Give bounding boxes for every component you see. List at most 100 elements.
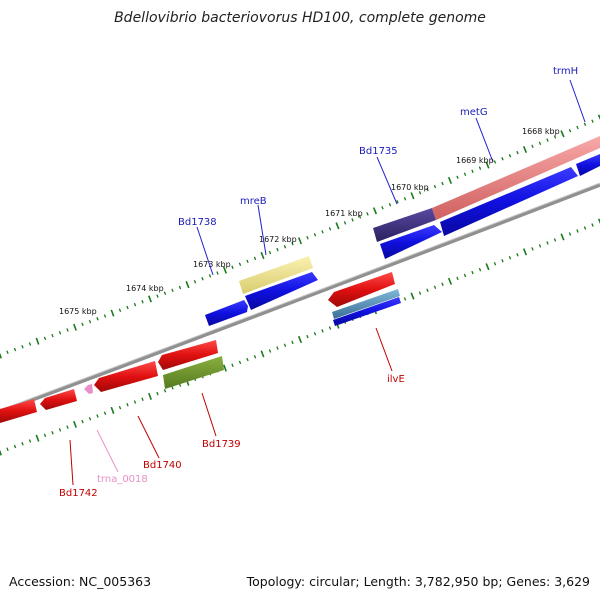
- gene-feature-trna[interactable]: [84, 384, 93, 394]
- gene-feature-blue-5[interactable]: [333, 297, 401, 326]
- gene-label-mreb[interactable]: mreB: [240, 196, 267, 207]
- major-tick: [110, 406, 115, 414]
- major-tick: [560, 233, 565, 241]
- minor-tick: [501, 258, 504, 263]
- major-tick: [35, 434, 40, 442]
- major-tick: [110, 309, 115, 317]
- major-tick: [35, 337, 40, 345]
- minor-tick: [88, 319, 92, 324]
- minor-tick: [231, 265, 234, 269]
- minor-tick: [508, 153, 512, 158]
- minor-tick: [306, 236, 309, 240]
- major-tick: [597, 114, 600, 120]
- major-tick: [560, 130, 565, 138]
- minor-tick: [381, 206, 384, 210]
- minor-tick: [396, 200, 399, 204]
- minor-tick: [268, 349, 272, 353]
- minor-tick: [193, 279, 197, 284]
- map-title: Bdellovibrio bacteriovorus HD100, comple…: [114, 10, 486, 26]
- gene-feature-blue-metg[interactable]: [440, 167, 578, 236]
- gene-feature-red-ilve[interactable]: [328, 272, 395, 307]
- gene-labels: trmH metG Bd1735 mreB Bd1738 ilvE Bd1739…: [59, 66, 578, 499]
- major-tick: [73, 323, 77, 331]
- minor-tick: [238, 360, 242, 365]
- minor-tick: [546, 138, 549, 142]
- minor-tick: [283, 343, 287, 347]
- minor-tick: [433, 184, 437, 189]
- gene-label-bd1740[interactable]: Bd1740: [143, 460, 182, 471]
- gene-feature-bd1735[interactable]: [373, 208, 436, 242]
- minor-tick: [6, 447, 9, 452]
- gene-label-bd1735[interactable]: Bd1735: [359, 146, 398, 157]
- minor-tick: [516, 253, 519, 257]
- major-tick: [410, 292, 415, 300]
- minor-tick: [358, 215, 362, 219]
- kbp-label: 1668 kbp: [522, 127, 560, 136]
- minor-tick: [276, 346, 279, 350]
- gene-feature-blue-2[interactable]: [245, 272, 318, 310]
- gene-feature-mreb[interactable]: [239, 256, 313, 294]
- minor-tick: [343, 221, 347, 225]
- minor-tick: [141, 300, 144, 304]
- minor-tick: [576, 125, 579, 130]
- minor-tick: [21, 441, 24, 446]
- gene-label-metg[interactable]: metG: [460, 107, 488, 118]
- major-tick: [372, 207, 378, 215]
- minor-tick: [103, 314, 107, 318]
- gene-feature-blue-1[interactable]: [205, 300, 248, 326]
- gene-label-trmh[interactable]: trmH: [553, 66, 578, 77]
- gene-feature-salmon[interactable]: [432, 136, 600, 220]
- gene-label-bd1742[interactable]: Bd1742: [59, 488, 98, 499]
- minor-tick: [178, 285, 182, 290]
- genome-summary-text: Topology: circular; Length: 3,782,950 bp…: [246, 574, 590, 589]
- minor-tick: [471, 270, 474, 275]
- minor-tick: [51, 430, 54, 435]
- major-tick: [185, 281, 190, 289]
- minor-tick: [456, 175, 459, 180]
- minor-tick: [553, 238, 557, 242]
- gene-feature-blue-4[interactable]: [576, 154, 600, 176]
- minor-tick: [118, 308, 122, 313]
- major-tick: [148, 295, 152, 303]
- minor-tick: [441, 181, 444, 186]
- minor-tick: [171, 288, 174, 293]
- gene-feature-red-edge[interactable]: [0, 399, 37, 423]
- minor-tick: [531, 247, 534, 251]
- minor-tick: [283, 244, 287, 249]
- gene-feature-red-1[interactable]: [158, 340, 218, 370]
- minor-tick: [456, 276, 459, 281]
- major-tick: [522, 248, 528, 256]
- gene-feature-bd1742[interactable]: [40, 389, 77, 410]
- inner-tick-ring: [0, 218, 600, 456]
- gene-label-ilve[interactable]: ilvE: [387, 374, 405, 385]
- minor-tick: [291, 340, 294, 345]
- minor-tick: [126, 403, 129, 407]
- minor-tick: [141, 397, 144, 401]
- gene-label-bd1738[interactable]: Bd1738: [178, 217, 217, 228]
- major-tick: [222, 266, 228, 274]
- gene-feature-blue-3[interactable]: [380, 225, 442, 259]
- minor-tick: [418, 190, 422, 195]
- minor-tick: [231, 363, 234, 367]
- minor-tick: [501, 157, 504, 161]
- minor-tick: [163, 291, 167, 295]
- gene-feature-steel[interactable]: [332, 289, 400, 319]
- gene-label-bd1739[interactable]: Bd1739: [202, 439, 241, 450]
- minor-tick: [531, 144, 534, 149]
- gene-label-trna-0018[interactable]: trna_0018: [97, 474, 148, 485]
- minor-tick: [591, 119, 594, 123]
- minor-tick: [568, 232, 572, 236]
- gene-feature-bd1739[interactable]: [163, 356, 224, 389]
- major-tick: [297, 335, 303, 344]
- major-tick: [73, 420, 77, 428]
- major-tick: [260, 350, 265, 358]
- minor-tick: [163, 388, 167, 393]
- minor-tick: [538, 244, 542, 248]
- minor-tick: [66, 328, 69, 332]
- minor-tick: [306, 334, 309, 339]
- minor-tick: [208, 274, 212, 278]
- minor-tick: [426, 288, 429, 292]
- gene-feature-bd1740[interactable]: [94, 361, 158, 392]
- kbp-label: 1673 kbp: [193, 260, 231, 269]
